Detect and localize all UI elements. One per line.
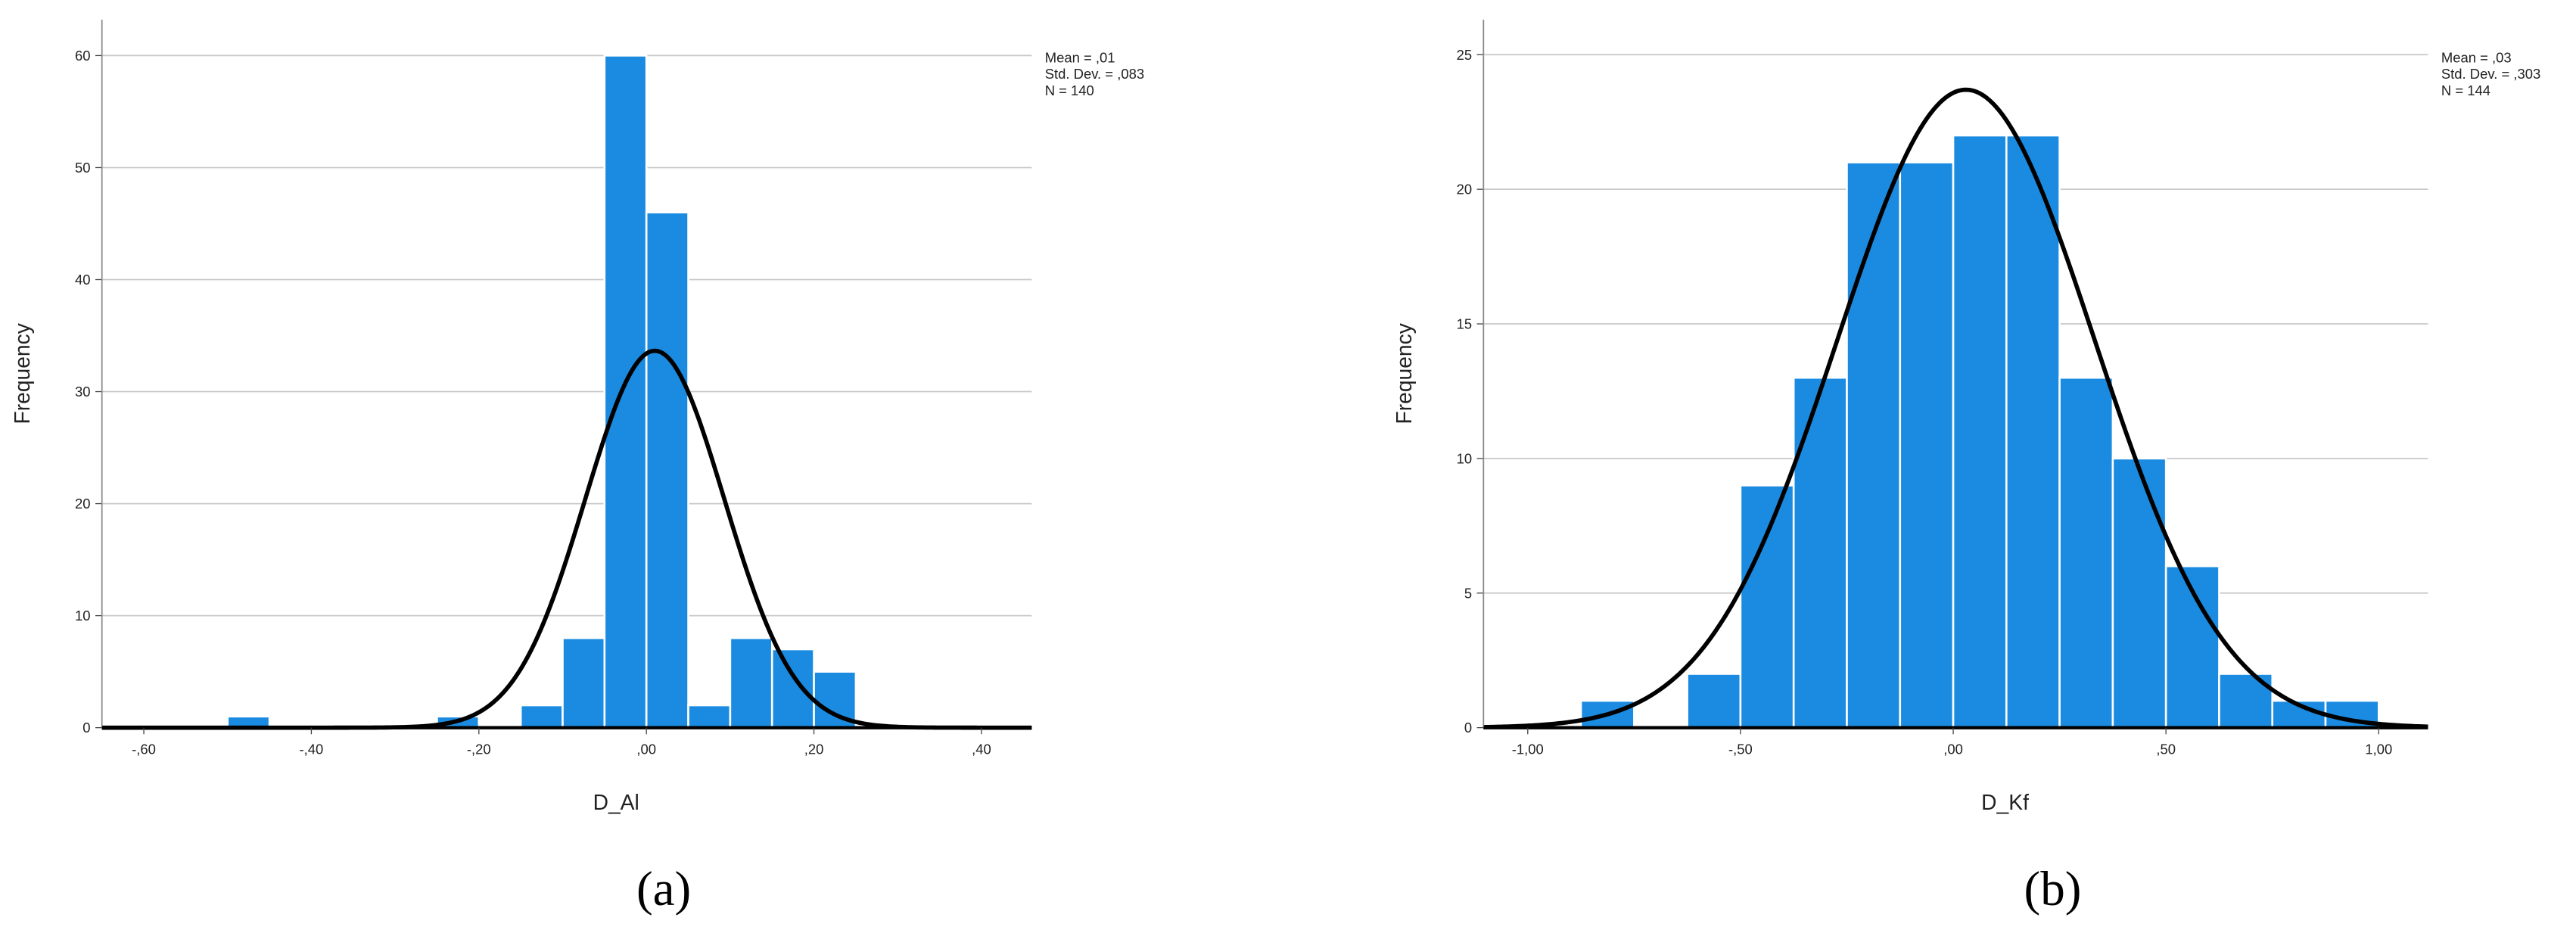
y-tick-label: 10 — [1457, 450, 1473, 466]
x-axis-title: D_Kf — [1981, 790, 2029, 814]
y-tick-label: 30 — [75, 384, 91, 400]
y-tick-label: 40 — [75, 272, 91, 288]
bar — [2111, 457, 2167, 729]
x-tick-label: 1,00 — [2365, 741, 2392, 757]
x-tick-label: ,50 — [2156, 741, 2176, 757]
y-axis-title: Frequency — [10, 322, 34, 424]
normal-curve — [1483, 87, 2428, 729]
x-tick-label: ,40 — [972, 741, 991, 757]
caption: (b) — [2024, 862, 2082, 916]
histogram-panel: 0 5 10 15 20 25 -1,00 -,50 ,00 ,50 1,00 Mean = ,03S… — [1392, 20, 2540, 916]
stat-label: Mean = ,01 — [1045, 49, 1115, 65]
bar — [1739, 484, 1795, 729]
bar — [1686, 673, 1742, 729]
bar — [770, 648, 815, 729]
x-axis-title: D_Al — [593, 790, 639, 814]
x-tick-label: ,00 — [1943, 741, 1963, 757]
bar — [1792, 376, 1848, 729]
bar — [603, 54, 648, 729]
stat-label: Std. Dev. = ,083 — [1045, 66, 1144, 82]
stat-label: N = 140 — [1045, 82, 1094, 98]
x-tick-label: -1,00 — [1512, 741, 1544, 757]
x-tick-label: -,60 — [132, 741, 156, 757]
y-tick-label: 0 — [82, 720, 90, 736]
histogram-panel: 0 10 20 30 40 50 60 -,60 -,40 -,20 ,00 ,20 ,40 Mean =… — [10, 20, 1144, 916]
y-tick-label: 5 — [1464, 585, 1472, 601]
bar — [1899, 161, 1955, 729]
x-tick-label: ,00 — [636, 741, 656, 757]
bar — [2005, 134, 2061, 729]
bar — [729, 636, 773, 729]
y-tick-label: 60 — [75, 48, 91, 64]
y-tick-label: 0 — [1464, 720, 1472, 736]
stat-label: Std. Dev. = ,303 — [2441, 66, 2540, 82]
stat-label: N = 144 — [2441, 82, 2490, 98]
x-tick-label: -,20 — [467, 741, 491, 757]
bar — [519, 704, 564, 729]
bar — [645, 211, 689, 729]
y-axis-title: Frequency — [1392, 322, 1416, 424]
caption: (a) — [636, 862, 691, 916]
y-tick-label: 25 — [1457, 47, 1473, 63]
y-tick-label: 20 — [1457, 182, 1473, 197]
bar — [687, 704, 732, 729]
x-tick-label: -,40 — [300, 741, 324, 757]
bar — [2058, 376, 2114, 729]
y-tick-label: 20 — [75, 496, 91, 512]
y-tick-label: 15 — [1457, 316, 1473, 332]
bar — [1846, 161, 1902, 729]
y-tick-label: 10 — [75, 608, 91, 624]
bar — [562, 636, 606, 729]
stat-label: Mean = ,03 — [2441, 49, 2512, 65]
x-tick-label: -,50 — [1728, 741, 1753, 757]
x-tick-label: ,20 — [804, 741, 824, 757]
y-tick-label: 50 — [75, 160, 91, 176]
bar — [1952, 134, 2008, 729]
